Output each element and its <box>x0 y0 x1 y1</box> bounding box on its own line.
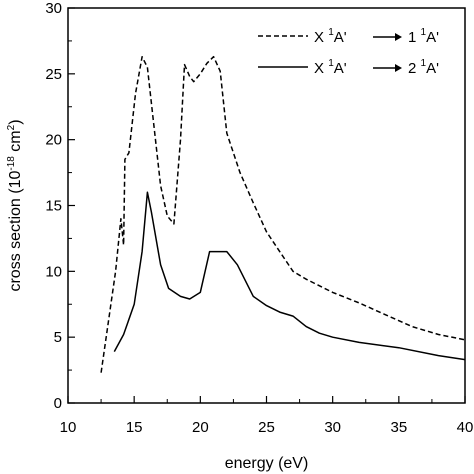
legend-entry-2: X 1A' <box>314 58 347 77</box>
x-tick-label: 10 <box>60 419 77 436</box>
legend-arrow-1 <box>373 33 402 41</box>
x-tick-label: 35 <box>390 419 407 436</box>
x-axis-label: energy (eV) <box>225 455 309 472</box>
legend-arrow-2 <box>373 64 402 72</box>
y-tick-label: 15 <box>45 198 62 215</box>
legend-target-2: 2 1A' <box>408 58 439 77</box>
x-axis-ticks: 10 15 20 25 30 35 40 <box>60 396 474 436</box>
y-axis-label-unit-exponent: 2 <box>6 124 17 130</box>
series-layer <box>100 55 466 373</box>
y-axis-label-close: ) <box>7 119 24 124</box>
y-tick-label: 10 <box>45 263 62 280</box>
x-tick-label: 25 <box>258 419 275 436</box>
series-line-dashed <box>100 55 466 373</box>
x-tick-label: 15 <box>126 419 143 436</box>
y-tick-label: 5 <box>54 329 62 346</box>
y-tick-label: 20 <box>45 132 62 149</box>
x-tick-label: 40 <box>457 419 474 436</box>
y-axis-label-text: cross section (10 <box>7 170 24 291</box>
y-axis-ticks: 0 5 10 15 20 25 30 <box>45 0 75 412</box>
series-line-solid <box>113 191 466 361</box>
x-tick-label: 30 <box>324 419 341 436</box>
y-axis-label-exponent: -18 <box>6 156 17 171</box>
y-axis-label: cross section (10-18 cm2) <box>6 119 24 291</box>
legend-entry-1: X 1A' <box>314 27 347 46</box>
legend: X 1A' 1 1A' X 1A' 2 1A' <box>258 27 439 77</box>
y-axis-label-unit: cm <box>7 130 24 156</box>
legend-target-1: 1 1A' <box>408 27 439 46</box>
x-tick-label: 20 <box>192 419 209 436</box>
y-tick-label: 25 <box>45 66 62 83</box>
y-tick-label: 0 <box>54 395 62 412</box>
y-tick-label: 30 <box>45 0 62 17</box>
